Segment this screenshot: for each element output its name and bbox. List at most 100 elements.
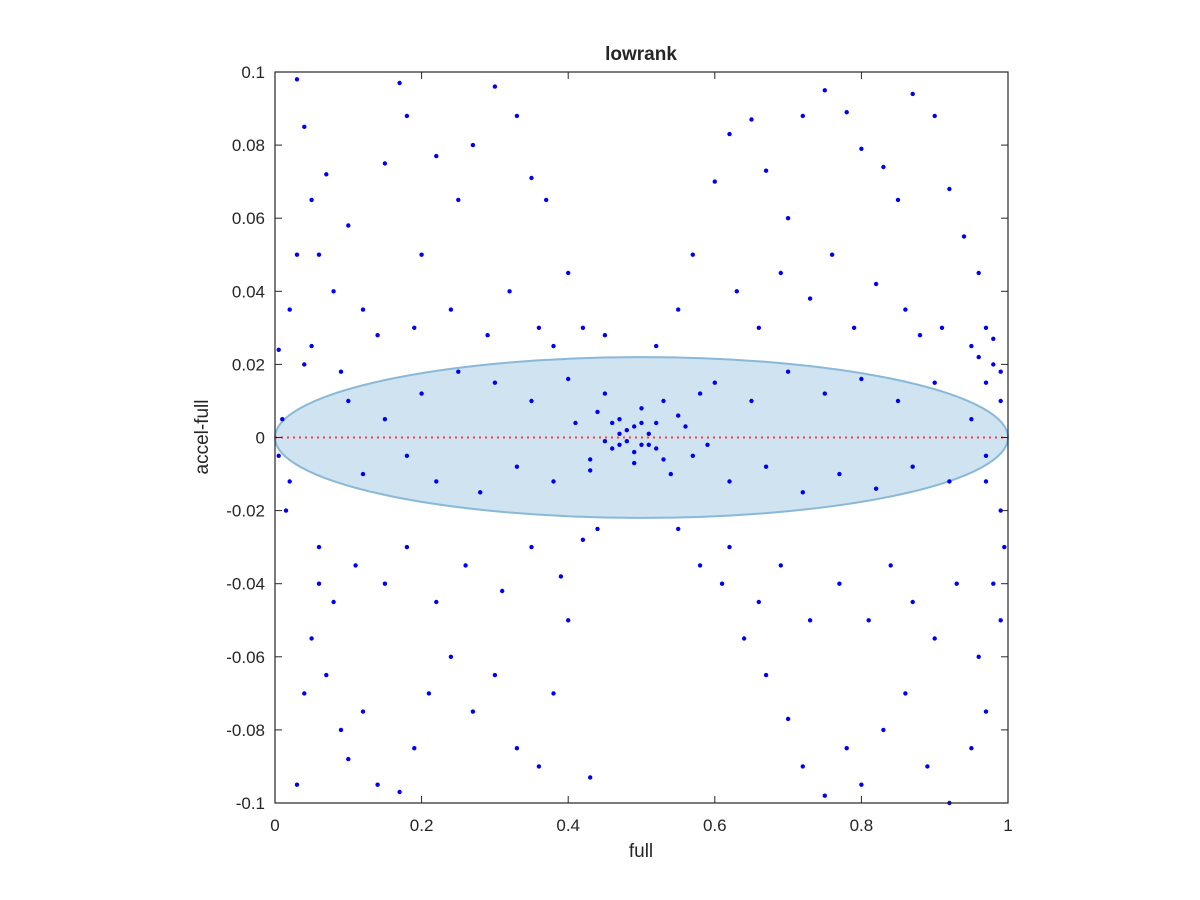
data-point — [360, 709, 366, 714]
data-point — [470, 142, 476, 148]
data-point — [346, 223, 351, 228]
data-point — [998, 369, 1003, 374]
x-tick-label: 0 — [270, 816, 279, 835]
data-point — [397, 789, 402, 795]
data-point — [859, 146, 864, 151]
data-point — [734, 289, 739, 294]
data-point — [932, 380, 937, 385]
data-point — [302, 362, 307, 367]
data-point — [844, 746, 849, 751]
data-point — [903, 307, 908, 312]
data-points — [276, 77, 1007, 806]
data-point — [822, 391, 827, 396]
data-point — [749, 117, 754, 122]
data-point — [917, 333, 923, 338]
data-point — [800, 764, 805, 769]
data-point — [404, 113, 410, 119]
data-point — [632, 424, 637, 429]
data-point — [588, 775, 593, 780]
data-point — [602, 439, 608, 444]
data-point — [529, 398, 534, 404]
data-point — [983, 325, 989, 330]
x-axis-label: full — [629, 841, 653, 862]
data-point — [983, 709, 989, 714]
data-point — [800, 113, 805, 119]
data-point — [756, 599, 761, 605]
data-point — [705, 442, 710, 447]
data-point — [983, 453, 989, 458]
data-point — [822, 793, 827, 798]
y-tick-label: -0.06 — [226, 648, 265, 667]
data-point — [492, 672, 498, 678]
data-point — [360, 471, 366, 477]
data-point — [976, 654, 981, 659]
data-point — [566, 376, 571, 382]
data-point — [280, 417, 285, 422]
data-point — [932, 636, 937, 641]
data-point — [661, 398, 666, 404]
data-point — [456, 369, 461, 374]
data-point — [859, 376, 864, 382]
data-point — [302, 124, 307, 129]
data-point — [294, 77, 300, 82]
data-point — [316, 581, 322, 586]
y-tick-label: 0 — [256, 429, 265, 448]
data-point — [939, 325, 945, 330]
data-point — [807, 618, 813, 623]
data-point — [360, 307, 366, 312]
y-tick-label: -0.04 — [226, 575, 265, 594]
data-point — [338, 727, 344, 733]
data-point — [434, 479, 439, 484]
data-point — [331, 289, 336, 294]
data-point — [676, 307, 681, 312]
data-point — [837, 471, 842, 477]
data-point — [654, 420, 659, 426]
data-point — [661, 457, 666, 462]
data-point — [785, 369, 791, 374]
data-point — [331, 599, 336, 605]
x-tick-label: 0.4 — [556, 816, 580, 835]
data-point — [668, 471, 673, 477]
data-point — [529, 175, 534, 181]
data-point — [727, 479, 732, 484]
data-point — [617, 417, 622, 422]
data-point — [283, 508, 289, 513]
data-point — [404, 453, 410, 458]
data-point — [514, 113, 520, 119]
data-point — [785, 216, 791, 221]
data-point — [976, 354, 981, 360]
data-point — [375, 782, 380, 787]
data-point — [580, 325, 586, 330]
data-point — [294, 782, 300, 787]
data-point — [276, 347, 281, 352]
data-point — [316, 252, 322, 257]
data-point — [785, 716, 791, 722]
data-point — [837, 581, 842, 586]
data-point — [741, 636, 747, 641]
data-point — [558, 574, 564, 579]
data-point — [749, 398, 754, 404]
y-tick-label: 0.1 — [241, 63, 265, 82]
data-point — [683, 424, 688, 429]
data-point — [851, 325, 857, 330]
data-point — [829, 252, 835, 257]
data-point — [983, 479, 989, 484]
data-point — [324, 672, 329, 678]
data-point — [419, 391, 424, 396]
data-point — [910, 464, 915, 469]
data-point — [551, 479, 556, 484]
data-point — [654, 446, 659, 451]
data-point — [881, 164, 886, 170]
data-point — [529, 544, 534, 550]
data-point — [448, 307, 454, 312]
data-point — [536, 764, 542, 769]
data-point — [382, 417, 388, 422]
data-point — [925, 764, 930, 769]
data-point — [866, 618, 871, 623]
data-point — [888, 563, 893, 568]
data-point — [309, 197, 314, 203]
data-point — [697, 563, 703, 568]
x-tick-label: 0.6 — [703, 816, 727, 835]
data-point — [763, 672, 769, 678]
